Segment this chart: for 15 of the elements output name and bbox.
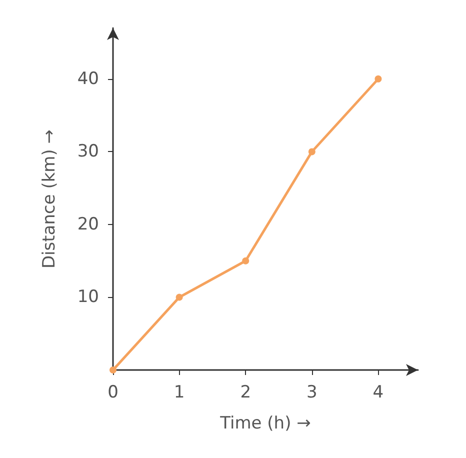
y-tick-label: 40 [77, 68, 99, 89]
y-tick-label: 10 [77, 287, 99, 308]
x-tick-label: 3 [306, 382, 318, 402]
y-axis-title: Distance (km) → [40, 129, 60, 269]
x-tick-label: 2 [240, 382, 252, 402]
y-tick-label: 30 [77, 142, 99, 162]
y-tick-label: 20 [77, 214, 99, 234]
point [308, 148, 316, 156]
x-axis-title: Time (h) → [219, 414, 311, 434]
x-tick-label: 4 [372, 382, 384, 402]
point [176, 294, 183, 301]
point [242, 257, 250, 264]
x-tick-label: 1 [174, 382, 185, 402]
x-tick-label: 0 [108, 382, 118, 402]
point [374, 75, 382, 82]
